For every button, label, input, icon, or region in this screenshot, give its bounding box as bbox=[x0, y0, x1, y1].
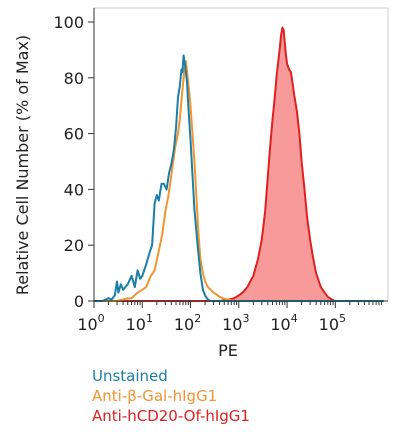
plot-frame bbox=[93, 7, 389, 302]
series-lines bbox=[94, 26, 384, 302]
x-tick-label: 103 bbox=[222, 312, 249, 334]
y-tick-label: 20 bbox=[64, 236, 84, 255]
legend-entry-anti-beta-gal: Anti-β-Gal-hIgG1 bbox=[92, 387, 218, 405]
x-tick-label: 104 bbox=[270, 312, 297, 334]
y-tick-label: 80 bbox=[64, 69, 84, 88]
legend-entry-anti-hcd20: Anti-hCD20-Of-hIgG1 bbox=[92, 407, 250, 425]
y-axis-title: Relative Cell Number (% of Max) bbox=[13, 35, 32, 295]
series-fill-2 bbox=[94, 27, 384, 301]
x-tick-label: 100 bbox=[77, 312, 104, 334]
legend: Unstained Anti-β-Gal-hIgG1 Anti-hCD20-Of… bbox=[92, 366, 250, 426]
legend-entry-unstained: Unstained bbox=[92, 367, 168, 385]
y-tick-label: 0 bbox=[74, 292, 84, 311]
series-line-0 bbox=[94, 54, 384, 302]
x-axis-title: PE bbox=[218, 341, 238, 360]
series-fills bbox=[94, 27, 384, 301]
x-ticks: 100 101 102 103 104 105 bbox=[77, 301, 382, 334]
x-tick-label: 102 bbox=[174, 312, 201, 334]
y-tick-label: 100 bbox=[53, 13, 84, 32]
series-line-2 bbox=[94, 26, 384, 302]
y-tick-label: 60 bbox=[64, 125, 84, 144]
series-line-1 bbox=[94, 60, 384, 302]
x-tick-label: 101 bbox=[126, 312, 153, 334]
y-ticks: 0 20 40 60 80 100 bbox=[53, 13, 94, 311]
y-tick-label: 40 bbox=[64, 180, 84, 199]
x-tick-label: 105 bbox=[319, 312, 346, 334]
